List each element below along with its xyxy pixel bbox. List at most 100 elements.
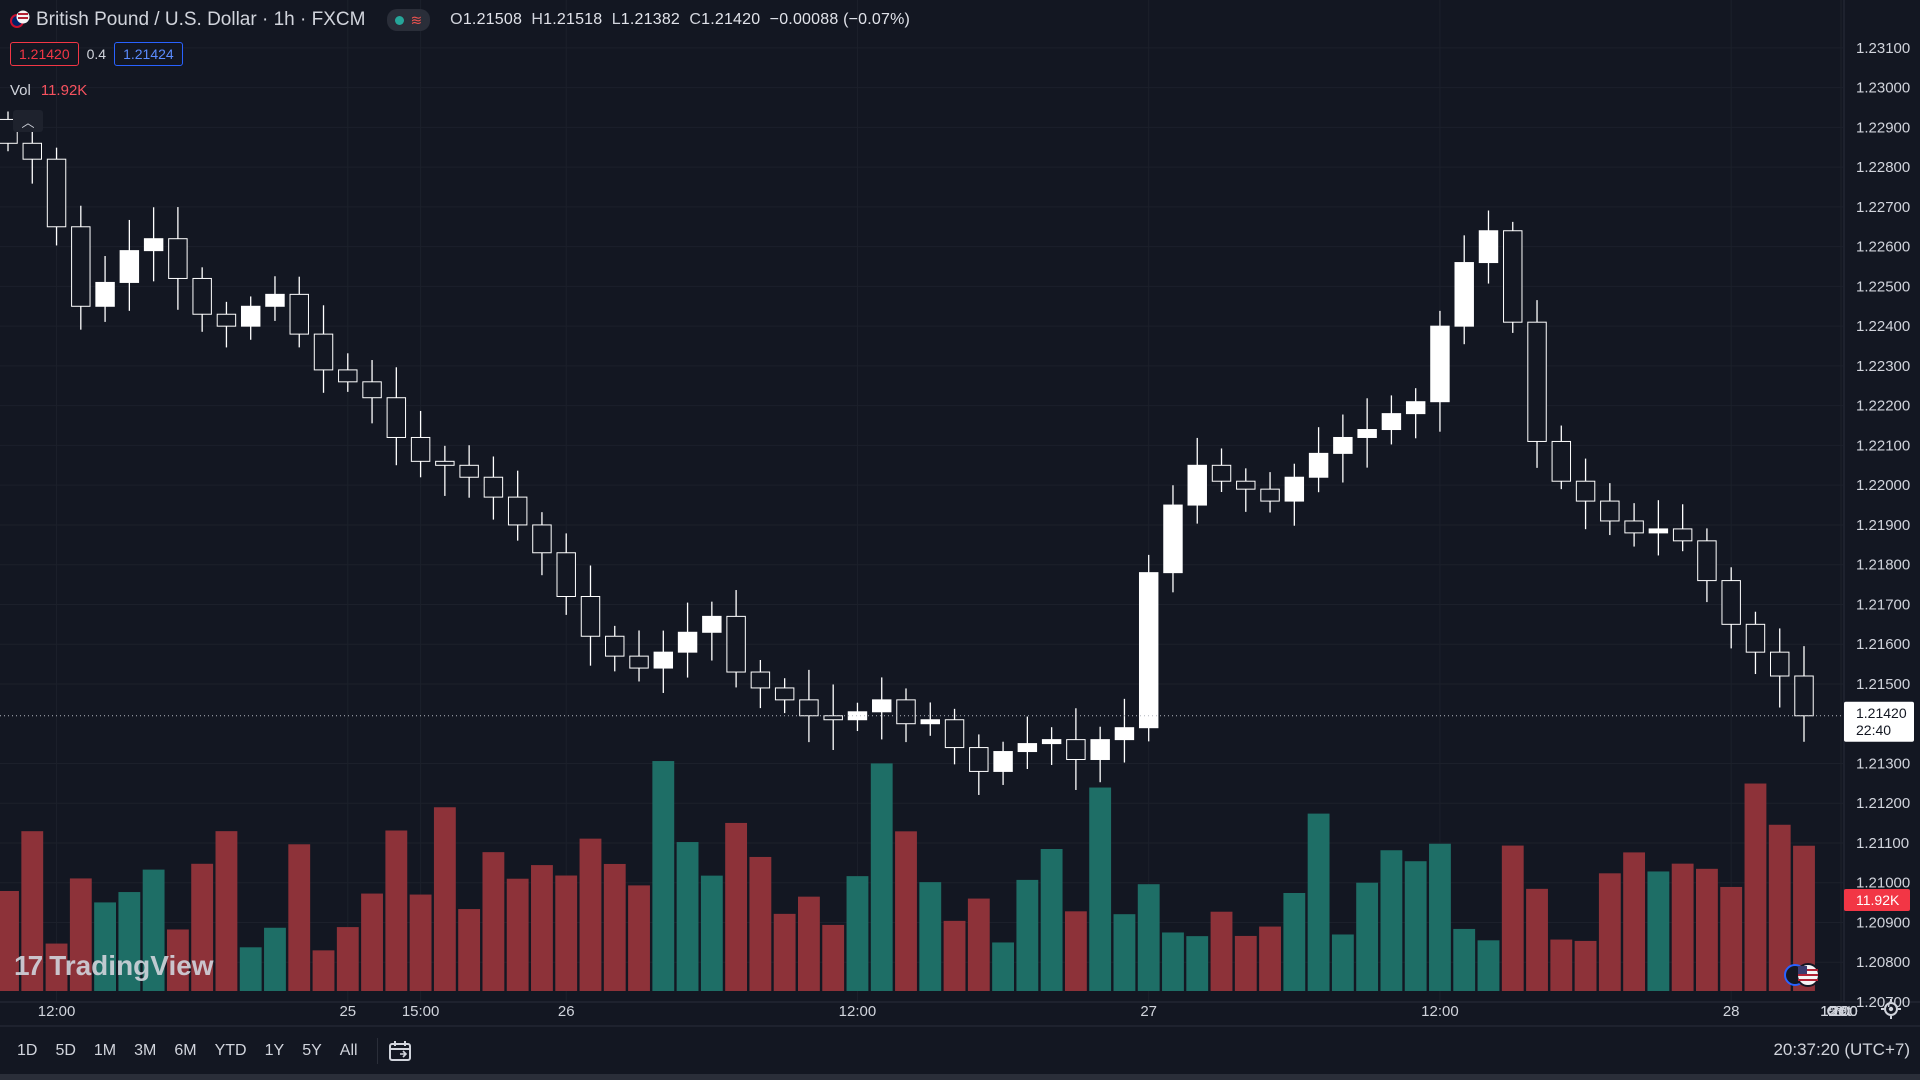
candle-body[interactable] (750, 671, 771, 689)
symbol-title[interactable]: British Pound / U.S. Dollar · 1h · FXCM (36, 9, 366, 30)
volume-bar (822, 924, 845, 991)
candle-body[interactable] (1745, 623, 1766, 653)
candle-body[interactable] (265, 293, 285, 307)
range-button-all[interactable]: All (339, 1042, 358, 1059)
candle-body[interactable] (1066, 739, 1086, 760)
candle-body[interactable] (702, 615, 722, 633)
candle-body[interactable] (483, 476, 504, 498)
candle-body[interactable] (168, 238, 188, 279)
volume-bar (1016, 879, 1039, 991)
candle-body[interactable] (1138, 572, 1159, 729)
candle-body[interactable] (1721, 580, 1741, 625)
candle-body[interactable] (1381, 413, 1402, 431)
range-button-1d[interactable]: 1D (17, 1042, 38, 1059)
sell-price-button[interactable]: 1.21420 (10, 42, 79, 66)
candle-body[interactable] (119, 250, 140, 283)
candle-body[interactable] (1333, 436, 1353, 454)
candle-body[interactable] (1357, 429, 1377, 438)
candle-body[interactable] (726, 615, 746, 673)
candle-body[interactable] (1454, 262, 1474, 327)
candle-body[interactable] (386, 397, 407, 438)
candle-body[interactable] (556, 552, 576, 597)
change-value: −0.00088 (−0.07%) (769, 11, 911, 28)
candle-body[interactable] (1260, 488, 1280, 502)
candle-body[interactable] (46, 158, 67, 228)
volume-bar (385, 830, 408, 991)
candle-body[interactable] (944, 719, 965, 749)
candle-body[interactable] (1284, 476, 1305, 502)
candle-body[interactable] (969, 747, 989, 772)
candle-body[interactable] (1551, 440, 1572, 482)
range-button-5y[interactable]: 5Y (302, 1042, 322, 1059)
candle-body[interactable] (1114, 727, 1135, 741)
candle-body[interactable] (1017, 743, 1038, 753)
candle-body[interactable] (799, 699, 819, 717)
events-flag-icon[interactable] (1784, 962, 1822, 988)
candle-body[interactable] (240, 305, 261, 327)
candle-body[interactable] (1600, 500, 1620, 522)
range-button-1y[interactable]: 1Y (264, 1042, 285, 1059)
candle-body[interactable] (532, 524, 552, 554)
candle-body[interactable] (1041, 739, 1062, 745)
market-status[interactable]: ≋ (387, 9, 431, 31)
range-button-6m[interactable]: 6M (174, 1042, 197, 1059)
price-tick-label: 1.21700 (1856, 596, 1910, 613)
candle-body[interactable] (1672, 528, 1693, 542)
candle-body[interactable] (1503, 230, 1523, 323)
candle-body[interactable] (823, 715, 843, 721)
candle-body[interactable] (1770, 651, 1790, 677)
candle-body[interactable] (71, 226, 91, 307)
timezone-clock[interactable]: 20:37:20 (UTC+7) (1773, 1040, 1910, 1059)
candle-body[interactable] (677, 631, 698, 653)
goto-date-calendar-icon[interactable] (388, 1040, 414, 1062)
candle-body[interactable] (629, 655, 649, 669)
candle-body[interactable] (22, 142, 42, 160)
candle-body[interactable] (362, 381, 382, 399)
candle-body[interactable] (313, 333, 334, 371)
candle-body[interactable] (459, 464, 479, 478)
candle-body[interactable] (1163, 504, 1183, 574)
candle-body[interactable] (872, 699, 892, 713)
candle-body[interactable] (774, 687, 795, 701)
candle-body[interactable] (1575, 480, 1596, 502)
candle-body[interactable] (216, 313, 237, 327)
candle-body[interactable] (1624, 520, 1644, 534)
candle-body[interactable] (1478, 230, 1499, 264)
candle-body[interactable] (1236, 480, 1256, 490)
candle-body[interactable] (653, 651, 674, 669)
candle-body[interactable] (410, 436, 431, 462)
candle-body[interactable] (896, 699, 916, 725)
candle-body[interactable] (993, 751, 1013, 772)
candle-body[interactable] (1090, 739, 1110, 760)
volume-label[interactable]: Vol (10, 82, 31, 99)
candle-body[interactable] (1527, 321, 1547, 442)
price-chart[interactable]: 1.23100 1.23000 1.22900 1.22800 1.22700 1.226… (0, 0, 1920, 1030)
candle-body[interactable] (1211, 464, 1232, 482)
candle-body[interactable] (507, 496, 528, 526)
collapse-legend-button[interactable]: ︿ (13, 110, 43, 132)
volume-bar (21, 831, 44, 991)
candle-body[interactable] (605, 635, 625, 657)
candle-body[interactable] (580, 595, 601, 637)
candle-body[interactable] (192, 277, 212, 315)
range-button-1m[interactable]: 1M (93, 1042, 117, 1059)
buy-price-button[interactable]: 1.21424 (114, 42, 183, 66)
candle-body[interactable] (1794, 675, 1814, 717)
range-button-ytd[interactable]: YTD (214, 1042, 247, 1059)
range-button-3m[interactable]: 3M (134, 1042, 157, 1059)
candle-body[interactable] (338, 369, 358, 383)
candle-body[interactable] (920, 719, 940, 725)
candle-body[interactable] (435, 460, 455, 466)
settings-gear-icon[interactable] (1880, 998, 1902, 1020)
candle-body[interactable] (1308, 452, 1329, 478)
candle-body[interactable] (1697, 540, 1717, 582)
candle-body[interactable] (143, 238, 164, 252)
range-button-5d[interactable]: 5D (55, 1042, 76, 1059)
candle-body[interactable] (1430, 325, 1450, 403)
candle-body[interactable] (1648, 528, 1669, 534)
candle-body[interactable] (1405, 401, 1426, 415)
candle-body[interactable] (847, 711, 868, 721)
candle-body[interactable] (95, 281, 115, 307)
candle-body[interactable] (1187, 464, 1207, 506)
candle-body[interactable] (289, 293, 309, 335)
